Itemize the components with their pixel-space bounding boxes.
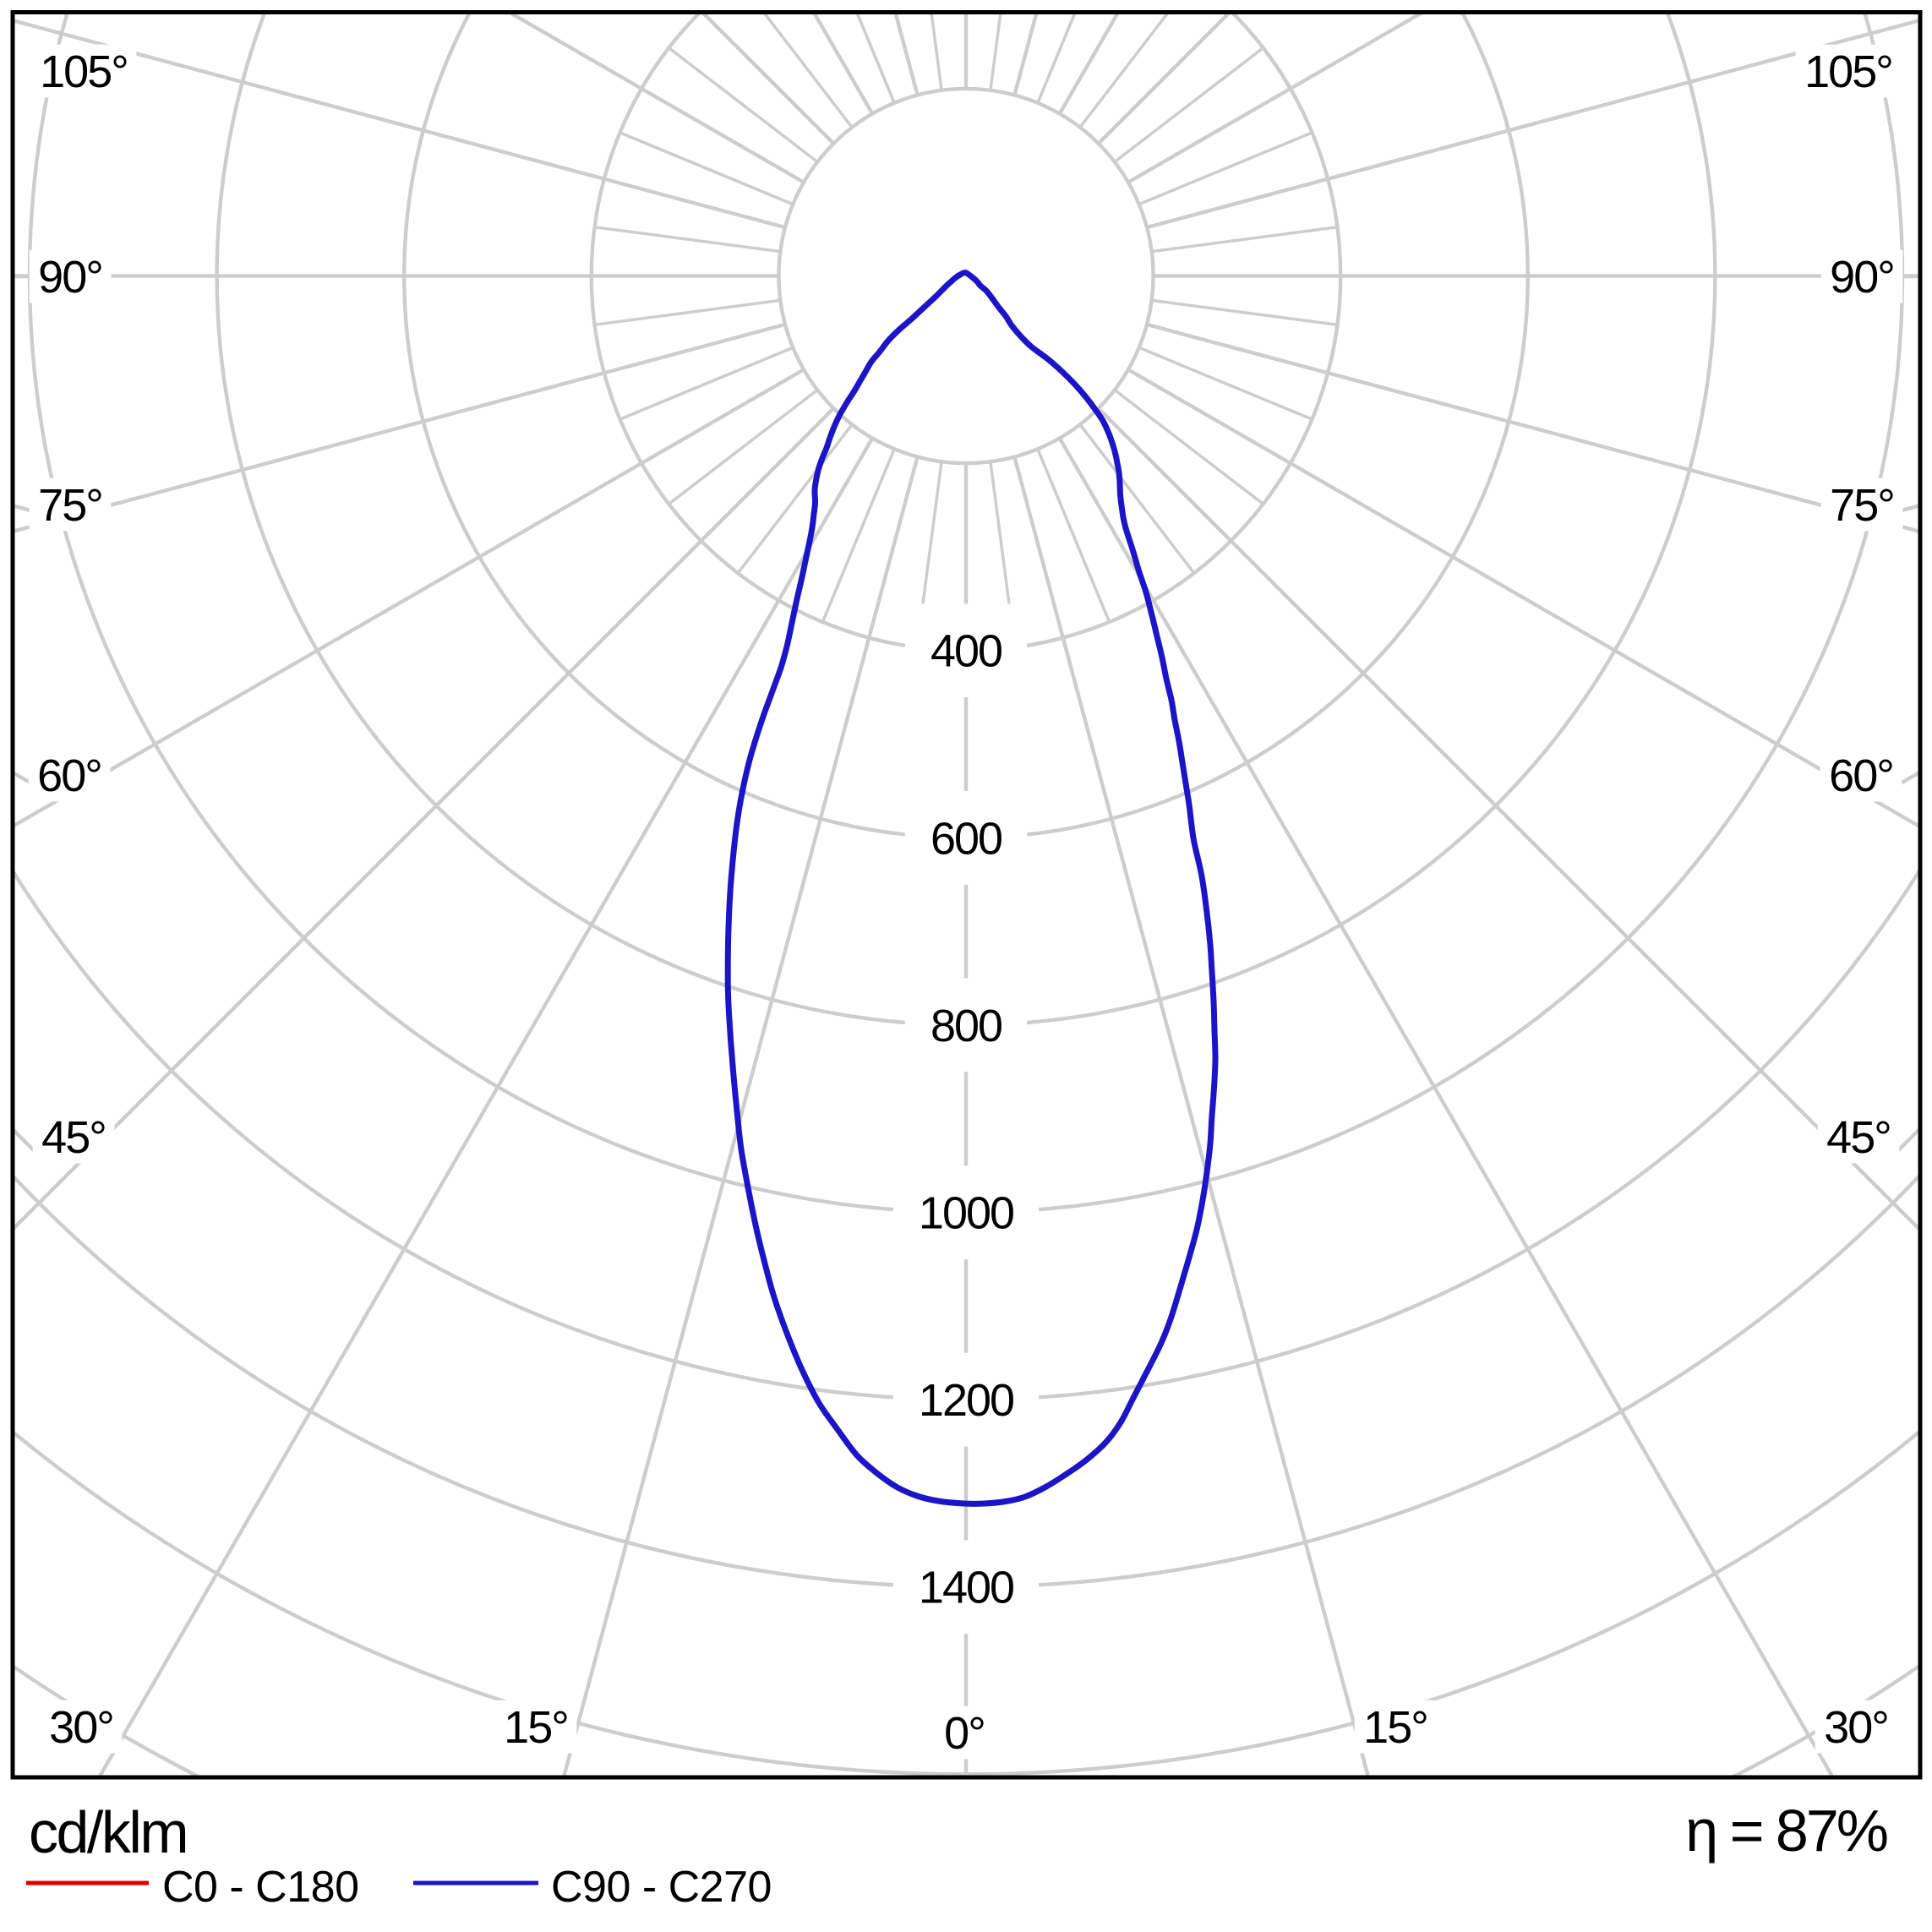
svg-text:75°: 75° <box>38 480 102 531</box>
svg-text:45°: 45° <box>41 1112 106 1163</box>
svg-text:90°: 90° <box>38 252 102 303</box>
svg-text:C90 - C270: C90 - C270 <box>551 1863 772 1912</box>
svg-text:15°: 15° <box>1363 1702 1427 1753</box>
svg-text:105°: 105° <box>1804 46 1892 97</box>
svg-text:0°: 0° <box>944 1708 985 1759</box>
svg-text:400: 400 <box>931 626 1001 677</box>
svg-text:1400: 1400 <box>919 1563 1013 1613</box>
svg-text:30°: 30° <box>1824 1702 1888 1753</box>
svg-text:C0 - C180: C0 - C180 <box>162 1863 359 1912</box>
svg-text:30°: 30° <box>49 1702 113 1753</box>
svg-text:75°: 75° <box>1830 480 1894 531</box>
svg-text:1200: 1200 <box>919 1375 1013 1426</box>
svg-text:15°: 15° <box>504 1702 568 1753</box>
svg-text:600: 600 <box>931 813 1001 864</box>
svg-text:90°: 90° <box>1830 252 1894 303</box>
svg-text:45°: 45° <box>1826 1112 1891 1163</box>
svg-text:105°: 105° <box>40 46 128 97</box>
svg-text:η = 87%: η = 87% <box>1685 1798 1887 1864</box>
svg-text:cd/klm: cd/klm <box>29 1799 187 1865</box>
svg-text:60°: 60° <box>37 750 101 801</box>
svg-text:800: 800 <box>931 1001 1001 1051</box>
svg-text:60°: 60° <box>1829 750 1893 801</box>
svg-text:1000: 1000 <box>919 1188 1013 1239</box>
